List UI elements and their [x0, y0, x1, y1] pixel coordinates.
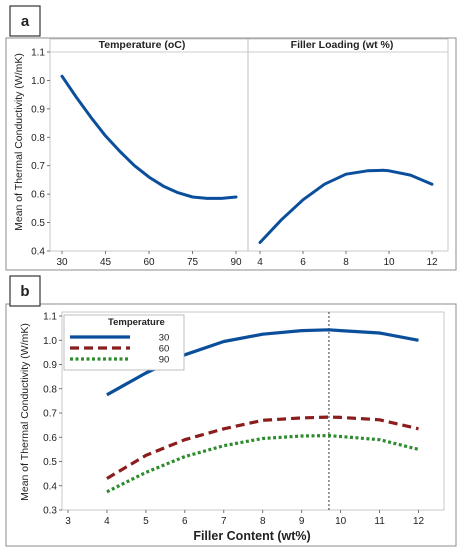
y-tick-label: 0.8 — [31, 133, 45, 144]
x-tick-label: 45 — [100, 257, 112, 268]
y-tick-label: 0.9 — [43, 360, 57, 371]
y-tick-label: 0.3 — [43, 506, 57, 517]
panel-b-tag: b — [20, 283, 29, 300]
y-tick-label: 1.1 — [43, 312, 57, 323]
x-tick-label: 10 — [383, 257, 395, 268]
x-tick-label: 11 — [374, 516, 385, 527]
facet-temperature-title: Temperature (oC) — [99, 39, 186, 51]
x-tick-label: 4 — [104, 516, 110, 527]
facet-filler-loading-title: Filler Loading (wt %) — [291, 39, 394, 51]
y-tick-label: 0.5 — [43, 457, 57, 468]
x-tick-label: 5 — [143, 516, 149, 527]
x-tick-label: 12 — [413, 516, 425, 527]
y-tick-label: 0.6 — [31, 190, 45, 201]
panel-b-x-axis-title: Filler Content (wt%) — [193, 529, 310, 543]
x-tick-label: 10 — [335, 516, 347, 527]
x-tick-label: 4 — [257, 257, 263, 268]
panel-a-y-axis-title: Mean of Thermal Conductivity (W/mK) — [13, 53, 25, 231]
panel-b-y-axis-title: Mean of Thermal Conductivity (W/mK) — [19, 323, 31, 501]
x-tick-label: 60 — [143, 257, 155, 268]
filler-loading-main-effect-line — [258, 168, 434, 244]
x-tick-label: 12 — [426, 257, 438, 268]
x-tick-label: 30 — [56, 257, 68, 268]
legend-title: Temperature — [108, 317, 165, 328]
series-line-60 — [106, 415, 419, 480]
x-tick-label: 9 — [299, 516, 305, 527]
panel-b-axes: 0.3 0.4 0.5 0.6 0.7 0.8 0.9 1.0 1.1 3 4 5 6 7 8 9 10 11 12 — [43, 311, 445, 527]
y-tick-label: 0.8 — [43, 384, 57, 395]
y-tick-label: 0.9 — [31, 104, 45, 115]
x-tick-label: 7 — [221, 516, 227, 527]
panel-a-plot — [60, 74, 434, 244]
legend-label-90: 90 — [159, 355, 170, 366]
legend-label-30: 30 — [159, 333, 170, 344]
y-tick-label: 0.4 — [31, 247, 45, 258]
y-tick-label: 0.4 — [43, 481, 57, 492]
legend-box — [63, 314, 185, 371]
y-tick-label: 0.6 — [43, 433, 57, 444]
panel-b-plot-frame — [61, 311, 445, 511]
legend-label-60: 60 — [159, 344, 170, 355]
x-tick-label: 6 — [300, 257, 306, 268]
panel-a-frame — [5, 37, 457, 271]
y-tick-label: 0.7 — [43, 409, 57, 420]
panel-a-tag: a — [21, 13, 30, 30]
panel-a-axes: 0.4 0.5 0.6 0.7 0.8 0.9 1.0 1.1 30 45 60 75 90 4 6 8 10 1… — [31, 38, 449, 268]
x-tick-label: 75 — [187, 257, 199, 268]
panel-a-tag-box — [9, 5, 41, 37]
x-tick-label: 8 — [260, 516, 266, 527]
x-tick-label: 3 — [65, 516, 71, 527]
y-tick-label: 0.5 — [31, 218, 45, 229]
y-tick-label: 1.1 — [31, 48, 45, 59]
x-tick-label: 8 — [343, 257, 349, 268]
x-tick-label: 90 — [230, 257, 242, 268]
facet-filler-loading-frame — [247, 38, 449, 252]
y-tick-label: 1.0 — [43, 336, 57, 347]
temperature-main-effect-line — [60, 74, 238, 200]
y-tick-label: 1.0 — [31, 76, 45, 87]
panel-b-tag-box — [9, 275, 41, 307]
x-tick-label: 6 — [182, 516, 188, 527]
y-tick-label: 0.7 — [31, 161, 45, 172]
